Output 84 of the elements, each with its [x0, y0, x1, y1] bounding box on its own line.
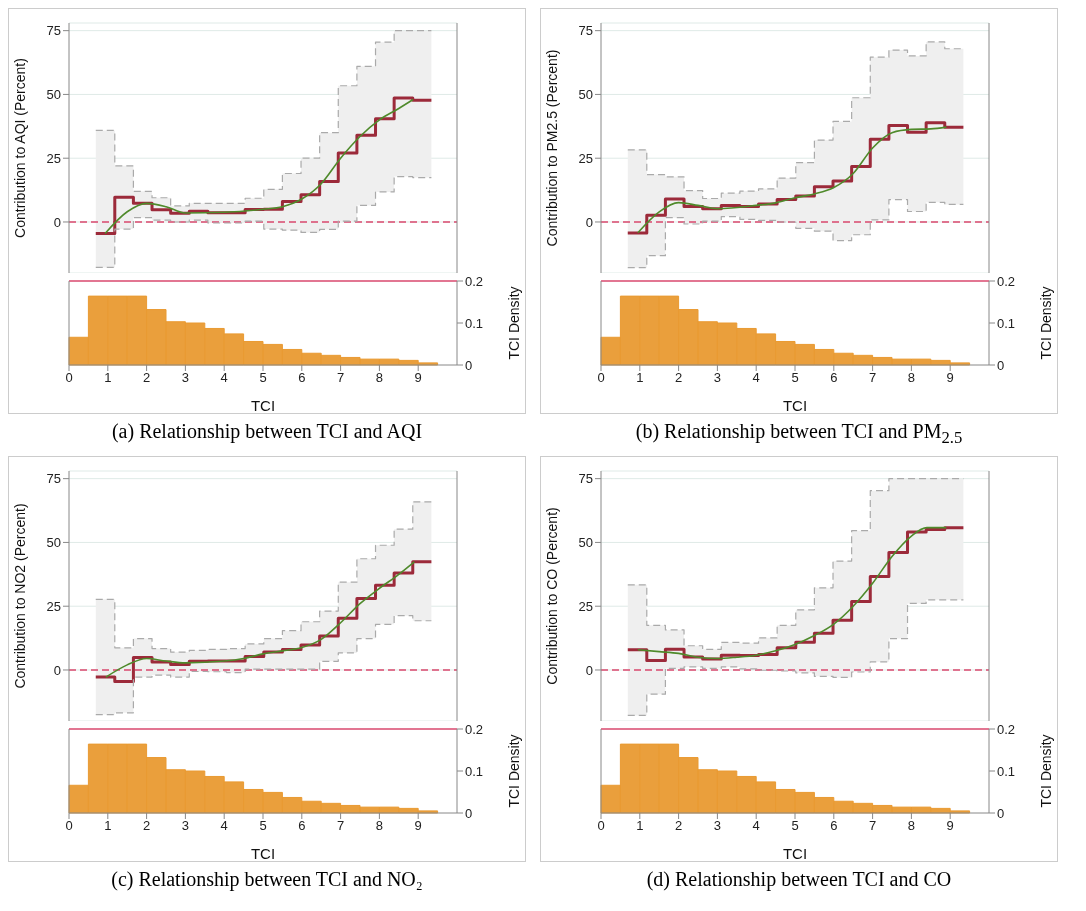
y-tick-label: 50	[46, 535, 61, 551]
x-tick-label: 6	[298, 818, 306, 834]
y-tick-label: 50	[46, 87, 61, 103]
y-tick-label: 0.2	[997, 721, 1016, 737]
x-tick-label: 8	[375, 370, 384, 386]
x-tick-label: 0	[597, 818, 605, 834]
y-axis-title: Contribution to CO (Percent)	[544, 507, 560, 685]
x-tick-label: 8	[907, 370, 916, 386]
x-axis-title: TCI	[250, 845, 276, 862]
x-tick-label: 0	[65, 818, 73, 834]
text: (c) Relationship between TCI and NO₂	[110, 868, 424, 891]
y-tick-label: 25	[46, 150, 61, 166]
x-tick-label: 9	[946, 370, 954, 386]
x-tick-label: 7	[868, 370, 877, 386]
y-axis-title: Contribution to NO2 (Percent)	[12, 503, 28, 689]
y-tick-label: 0.2	[465, 273, 484, 289]
y-axis-title: TCI Density	[506, 286, 522, 360]
y-tick-label: 0	[465, 805, 473, 821]
y-tick-label: 75	[46, 23, 61, 39]
y-tick-label: 25	[46, 598, 61, 614]
x-tick-label: 9	[414, 370, 422, 386]
x-tick-label: 4	[752, 818, 760, 834]
x-tick-label: 6	[830, 818, 838, 834]
x-tick-label: 7	[336, 370, 345, 386]
x-tick-label: 8	[375, 818, 384, 834]
x-tick-label: 4	[752, 370, 760, 386]
text: (d) Relationship between TCI and CO	[645, 868, 953, 891]
x-tick-label: 5	[791, 370, 799, 386]
y-tick-label: 75	[578, 23, 593, 39]
y-tick-label: 50	[578, 87, 593, 103]
x-tick-label: 0	[65, 370, 73, 386]
y-tick-label: 0	[997, 357, 1005, 373]
y-axis-title: TCI Density	[1038, 286, 1054, 360]
x-tick-label: 3	[713, 818, 722, 834]
y-tick-label: 75	[578, 471, 593, 487]
y-axis-title: Contribution to AQI (Percent)	[12, 58, 28, 238]
x-axis-title: TCI	[250, 397, 276, 414]
x-tick-label: 4	[220, 370, 228, 386]
x-tick-label: 5	[791, 818, 799, 834]
x-tick-label: 2	[142, 370, 151, 386]
x-tick-label: 9	[414, 818, 422, 834]
y-tick-label: 0	[53, 214, 61, 230]
y-tick-label: 0.1	[997, 315, 1016, 331]
y-tick-label: 0.1	[465, 315, 484, 331]
y-tick-label: 0.2	[997, 273, 1016, 289]
x-tick-label: 3	[181, 370, 190, 386]
x-axis-title: TCI	[782, 845, 808, 862]
x-tick-label: 3	[713, 370, 722, 386]
y-tick-label: 75	[46, 471, 61, 487]
y-tick-label: 0	[585, 662, 593, 678]
x-tick-label: 0	[597, 370, 605, 386]
x-tick-label: 2	[674, 370, 683, 386]
y-tick-label: 0	[53, 662, 61, 678]
x-tick-label: 3	[181, 818, 190, 834]
text: (a) Relationship between TCI and AQI	[110, 420, 424, 443]
x-tick-label: 5	[259, 370, 267, 386]
x-tick-label: 2	[674, 818, 683, 834]
y-tick-label: 25	[578, 598, 593, 614]
y-tick-label: 0.1	[997, 763, 1016, 779]
x-axis-title: TCI	[782, 397, 808, 414]
x-tick-label: 7	[336, 818, 345, 834]
x-tick-label: 5	[259, 818, 267, 834]
y-tick-label: 0.2	[465, 721, 484, 737]
text: (b) Relationship between TCI and PM$_{2.5}$	[634, 420, 964, 448]
y-tick-label: 0	[585, 214, 593, 230]
y-tick-label: 25	[578, 150, 593, 166]
y-tick-label: 0.1	[465, 763, 484, 779]
y-axis-title: Contribution to PM2.5 (Percent)	[544, 49, 560, 247]
x-tick-label: 1	[636, 370, 644, 386]
x-tick-label: 6	[298, 370, 306, 386]
y-tick-label: 50	[578, 535, 593, 551]
y-tick-label: 0	[465, 357, 473, 373]
x-tick-label: 1	[104, 818, 112, 834]
x-tick-label: 6	[830, 370, 838, 386]
x-tick-label: 4	[220, 818, 228, 834]
x-tick-label: 1	[104, 370, 112, 386]
x-tick-label: 7	[868, 818, 877, 834]
x-tick-label: 2	[142, 818, 151, 834]
y-tick-label: 0	[997, 805, 1005, 821]
x-tick-label: 9	[946, 818, 954, 834]
x-tick-label: 8	[907, 818, 916, 834]
y-axis-title: TCI Density	[506, 734, 522, 808]
y-axis-title: TCI Density	[1038, 734, 1054, 808]
x-tick-label: 1	[636, 818, 644, 834]
